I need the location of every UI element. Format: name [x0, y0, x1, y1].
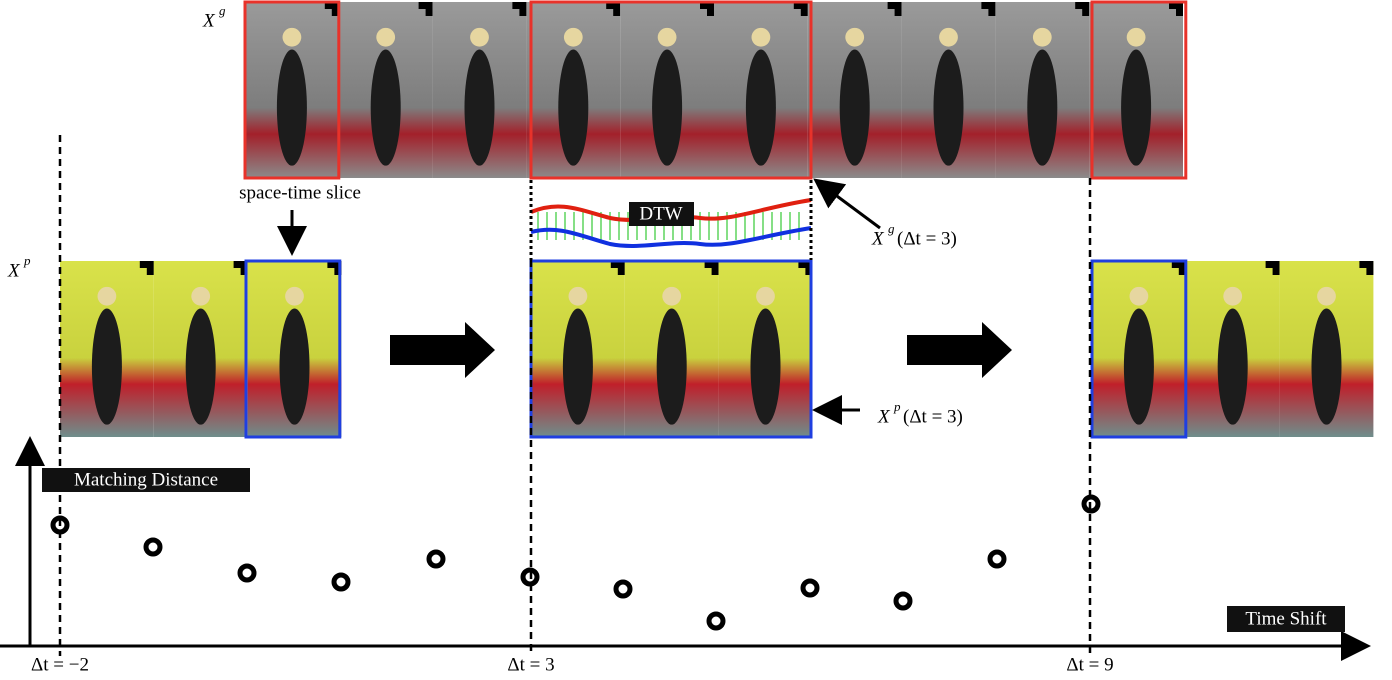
frame-corner	[418, 2, 433, 16]
person-head	[1032, 27, 1052, 47]
frame-corner	[324, 2, 339, 16]
person-head	[662, 286, 682, 306]
frame-border	[1090, 0, 1188, 180]
person	[185, 308, 216, 425]
shift-label: Δt = 3	[507, 654, 554, 675]
person	[839, 49, 870, 166]
person	[652, 49, 683, 166]
person	[558, 49, 589, 166]
probe-shift-base: X	[877, 406, 891, 427]
frame-border	[243, 0, 341, 180]
y-axis-label: Matching Distance	[74, 469, 218, 490]
person-head	[470, 27, 489, 47]
frame-corner	[327, 261, 342, 275]
dtw-label: DTW	[639, 203, 682, 224]
x-axis-label-box	[1227, 606, 1345, 632]
distance-points	[50, 494, 1101, 631]
person	[279, 308, 310, 425]
frame-corner	[798, 261, 813, 275]
frame-corner	[1171, 261, 1186, 275]
person-head	[1317, 286, 1336, 306]
person	[370, 49, 401, 166]
frame-corner	[981, 2, 996, 16]
frame-corner	[606, 2, 621, 16]
person-head	[1129, 286, 1149, 306]
person	[656, 308, 687, 425]
person-head	[568, 286, 588, 306]
gallery-shift-base: X	[871, 228, 885, 249]
person-head	[756, 286, 775, 306]
frame-border	[1090, 259, 1188, 439]
person-head	[939, 27, 958, 47]
shift-arrow	[907, 322, 1012, 378]
person-head	[1126, 27, 1146, 47]
gallery-shift-arg: (Δt = 3)	[897, 228, 957, 249]
person-head	[376, 27, 396, 47]
gallery-label: X	[202, 10, 216, 31]
frames	[60, 0, 1374, 439]
shift-label: Δt = 9	[1066, 654, 1113, 675]
frame-border	[244, 259, 342, 439]
frame-corner	[512, 2, 527, 16]
person-head	[1223, 286, 1243, 306]
person	[1123, 308, 1154, 425]
person-head	[191, 286, 211, 306]
frame-corner	[1359, 261, 1374, 275]
probe-shift-arg: (Δt = 3)	[903, 406, 963, 427]
person-head	[97, 286, 117, 306]
frame-corner	[793, 2, 808, 16]
frame-corner	[1265, 261, 1280, 275]
person-head	[845, 27, 865, 47]
person	[464, 49, 495, 166]
person-head	[282, 27, 302, 47]
probe-shift-sup: p	[893, 399, 901, 414]
frame-corner	[704, 261, 719, 275]
slice-label: space-time slice	[239, 182, 361, 203]
person	[91, 308, 122, 425]
person	[745, 49, 776, 166]
frame-corner	[1075, 2, 1090, 16]
x-axis-label: Time Shift	[1245, 608, 1327, 629]
person-head	[751, 27, 771, 47]
person-head	[285, 286, 304, 306]
probe-label: X	[7, 260, 21, 281]
person	[750, 308, 781, 425]
person-head	[657, 27, 677, 47]
gallery-shift-arrow	[813, 178, 881, 230]
person	[1027, 49, 1058, 166]
dashed-lines	[58, 135, 1092, 656]
person	[1121, 49, 1152, 166]
shift-label: Δt = −2	[31, 654, 89, 675]
person	[276, 49, 307, 166]
frame-corner	[700, 2, 714, 16]
gallery-shift-sup: g	[888, 221, 895, 236]
dtw: DTW	[529, 180, 813, 260]
shift-arrow	[390, 322, 495, 378]
gallery-label-sup: g	[219, 3, 226, 18]
frame-corner	[887, 2, 902, 16]
frame-border	[529, 0, 813, 180]
probe-label-sup: p	[23, 253, 31, 268]
person	[1217, 308, 1248, 425]
person-head	[563, 27, 583, 47]
frame-corner	[610, 261, 625, 275]
frame-corner	[1169, 2, 1183, 16]
person	[1311, 308, 1342, 425]
frame-corner	[233, 261, 248, 275]
person	[933, 49, 964, 166]
frame-corner	[139, 261, 154, 275]
y-axis-label-box	[42, 468, 250, 492]
person	[562, 308, 593, 425]
